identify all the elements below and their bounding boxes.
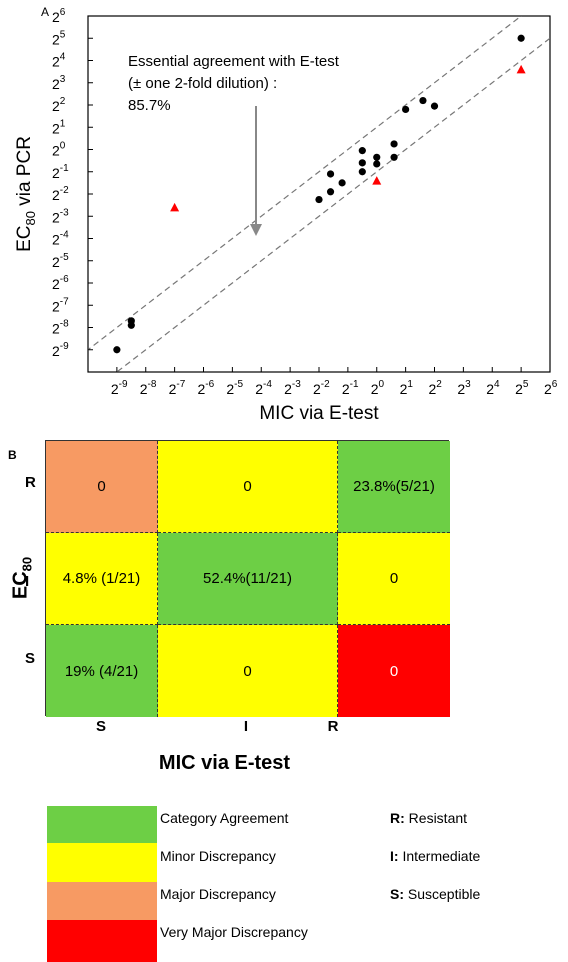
- data-point: [390, 153, 398, 161]
- y-tick-label: 2-8: [52, 319, 69, 337]
- annotation-line: (± one 2-fold dilution) :: [128, 75, 277, 92]
- cell-s-s: 19% (4/21): [46, 625, 158, 717]
- y-tick-label: 2-2: [52, 185, 69, 203]
- data-point: [338, 179, 346, 187]
- row-label-s: S: [25, 650, 36, 667]
- heatmap-y-axis-label: EC80: [9, 556, 35, 600]
- legend-label-minor-discrepancy: Minor Discrepancy: [160, 848, 276, 864]
- cell-r-r: 23.8%(5/21): [338, 441, 450, 533]
- y-tick-label: 26: [52, 7, 66, 25]
- y-tick-label: 20: [52, 141, 66, 159]
- cell-i-i: 52.4%(11/21): [158, 533, 338, 625]
- upper-agreement-line: [88, 16, 523, 351]
- panel-b-label: B: [8, 448, 17, 462]
- legend-swatch-minor-discrepancy: [47, 843, 157, 885]
- x-tick-label: 21: [400, 379, 414, 397]
- data-point: [358, 168, 366, 176]
- data-point: [358, 159, 366, 167]
- x-tick-label: 2-2: [313, 379, 330, 397]
- x-tick-label: 2-6: [198, 379, 215, 397]
- col-label-s: S: [95, 718, 106, 735]
- data-point: [373, 160, 381, 168]
- cell-s-r: 0: [338, 625, 450, 717]
- data-point: [326, 170, 335, 178]
- annotation-arrowhead: [250, 224, 262, 236]
- row-label-i: I: [25, 573, 30, 590]
- x-tick-label: 2-4: [255, 379, 272, 397]
- abbr-susceptible: S: Susceptible: [390, 886, 481, 902]
- x-tick-label: 2-5: [226, 379, 243, 397]
- cell-r-s: 0: [46, 441, 158, 533]
- abbr-resistant: R: Resistant: [390, 810, 468, 826]
- row-label-r: R: [25, 474, 36, 491]
- cell-i-s: 4.8% (1/21): [46, 533, 158, 625]
- data-point: [373, 153, 381, 161]
- y-tick-label: 23: [52, 74, 66, 92]
- discrepant-point: [170, 202, 180, 212]
- x-tick-label: 2-1: [342, 379, 359, 397]
- legend-swatch-major-discrepancy: [47, 882, 157, 924]
- cell-r-i: 0: [158, 441, 338, 533]
- y-tick-label: 24: [52, 52, 66, 70]
- data-point: [315, 195, 323, 204]
- y-tick-label: 22: [52, 96, 66, 114]
- y-tick-label: 25: [52, 29, 66, 47]
- x-axis-label: MIC via E-test: [259, 403, 379, 424]
- lower-agreement-line: [115, 37, 550, 372]
- data-point: [419, 96, 427, 105]
- data-point: [113, 346, 121, 354]
- data-point: [358, 147, 366, 155]
- x-tick-label: 23: [457, 379, 471, 397]
- y-axis-label: EC80 via PCR: [14, 136, 38, 252]
- legend-label-very-major-discrepancy: Very Major Discrepancy: [160, 924, 308, 940]
- legend-label-category-agreement: Category Agreement: [160, 810, 289, 826]
- x-tick-label: 26: [544, 379, 558, 397]
- data-point: [127, 321, 135, 329]
- x-tick-label: 25: [515, 379, 529, 397]
- category-heatmap: 0 0 23.8%(5/21) 4.8% (1/21) 52.4%(11/21) 0 19%…: [45, 440, 450, 717]
- data-point: [390, 140, 398, 148]
- abbr-intermediate: I: Intermediate: [390, 848, 481, 864]
- y-tick-label: 2-6: [52, 274, 69, 292]
- cell-i-r: 0: [338, 533, 450, 625]
- legend-swatch-very-major-discrepancy: [47, 920, 157, 962]
- x-tick-label: 2-7: [169, 379, 186, 397]
- x-tick-label: 2-9: [111, 379, 128, 397]
- data-point: [517, 34, 525, 42]
- x-tick-label: 2-8: [140, 379, 157, 397]
- col-label-i: I: [243, 718, 249, 735]
- data-point: [402, 105, 410, 114]
- x-tick-label: 20: [371, 379, 385, 397]
- y-tick-label: 2-4: [52, 230, 69, 248]
- panel-a-label: A: [41, 5, 50, 19]
- cell-s-i: 0: [158, 625, 338, 717]
- col-label-r: R: [327, 718, 339, 735]
- legend-swatch-category-agreement: [47, 806, 157, 848]
- scatter-plot: 2-9 2-8 2-7 2-6 2-5 2-4 2-3 2-2 2-1 20 21 22 23 24 25 2…: [14, 7, 558, 424]
- discrepant-point: [372, 176, 382, 185]
- data-point: [326, 188, 335, 196]
- x-tick-label: 2-3: [284, 379, 301, 397]
- annotation-line: Essential agreement with E-test: [128, 53, 340, 70]
- y-tick-label: 2-9: [52, 341, 69, 359]
- annotation-line: 85.7%: [128, 97, 171, 114]
- legend-label-major-discrepancy: Major Discrepancy: [160, 886, 276, 902]
- x-tick-label: 24: [486, 379, 500, 397]
- heatmap-x-axis-label: MIC via E-test: [158, 752, 291, 774]
- y-tick-label: 21: [52, 118, 66, 136]
- y-tick-label: 2-3: [52, 207, 69, 225]
- data-point: [430, 102, 439, 110]
- y-tick-label: 2-7: [52, 296, 69, 314]
- y-tick-label: 2-5: [52, 252, 69, 270]
- x-tick-label: 22: [429, 379, 443, 397]
- discrepant-point: [516, 64, 526, 74]
- y-tick-label: 2-1: [52, 163, 69, 181]
